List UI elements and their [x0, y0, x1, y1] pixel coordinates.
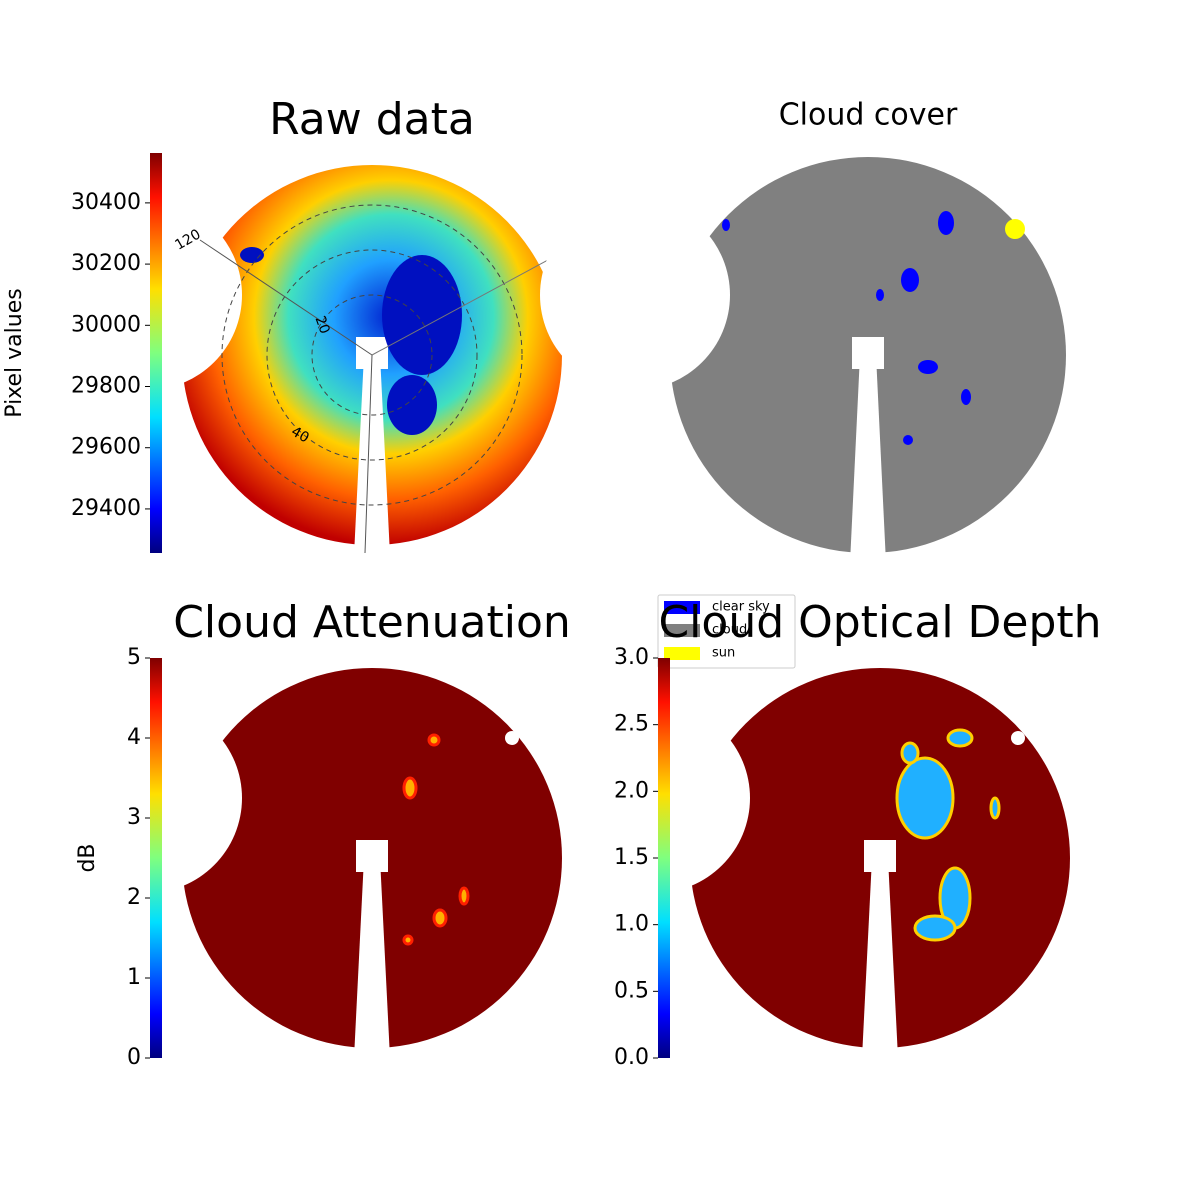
cloud-blob	[722, 219, 730, 231]
sun-mask	[505, 731, 519, 745]
legend-swatch	[664, 601, 700, 614]
sun	[1005, 219, 1025, 239]
colorbar-tick-label: 2.0	[614, 778, 649, 803]
colorbar-tick-label: 3	[127, 805, 141, 830]
colorbar-tick-label: 29600	[71, 435, 141, 460]
legend-swatch	[664, 647, 700, 660]
cloud-blob	[903, 435, 913, 445]
polar-label: 40	[288, 424, 311, 447]
cloud-blob	[918, 360, 938, 374]
chart-title: Cloud Optical Depth	[658, 597, 1101, 648]
colorbar-tick-label: 2	[127, 885, 141, 910]
mask-notch	[540, 200, 730, 390]
colorbar-tick-label: 30200	[71, 251, 141, 276]
polar-ring	[311, 294, 433, 416]
cloud-blob	[989, 796, 1001, 820]
polar-spoke	[371, 246, 573, 356]
mask-notch	[52, 703, 242, 893]
cloud-blob	[402, 934, 414, 946]
chart-title: Cloud cover	[779, 98, 958, 133]
legend-swatch	[664, 624, 700, 637]
cloud-blob	[901, 268, 919, 292]
mask-wedge	[354, 858, 390, 1058]
colorbar-tick-label: 29400	[71, 496, 141, 521]
colorbar-tick-label: 4	[127, 725, 141, 750]
chart-title: Raw data	[269, 94, 475, 145]
sun-mask	[1011, 731, 1025, 745]
cloud-blob	[402, 776, 418, 800]
cloud-blob	[432, 908, 448, 928]
cloud-blob	[382, 255, 462, 375]
legend-label: clear sky	[712, 600, 770, 615]
colorbar-tick-label: 29800	[71, 374, 141, 399]
colorbar-tick-label: 5	[127, 645, 141, 670]
colorbar	[150, 658, 162, 1058]
colorbar	[658, 658, 670, 1058]
mask-box	[852, 337, 884, 369]
colorbar-tick-label: 1.0	[614, 912, 649, 937]
cloud-blob	[427, 733, 441, 747]
colorbar-tick-label: 0.0	[614, 1045, 649, 1070]
mask-wedge	[850, 355, 886, 563]
colorbar-tick-label: 3.0	[614, 645, 649, 670]
legend-label: cloud	[712, 623, 747, 638]
colorbar-tick-label: 0.5	[614, 978, 649, 1003]
polar-ring	[221, 204, 523, 506]
colorbar-tick-label: 1	[127, 965, 141, 990]
cloud-blob	[938, 211, 954, 235]
cloud-blob	[913, 914, 957, 942]
polar-ring	[266, 249, 478, 461]
colorbar-tick-label: 30000	[71, 312, 141, 337]
mask-box	[864, 840, 896, 872]
mask-box	[356, 840, 388, 872]
polar-label: 20	[311, 314, 332, 336]
colorbar-tick-label: 30400	[71, 190, 141, 215]
cloud-blob	[961, 389, 971, 405]
colorbar-tick-label: 0	[127, 1045, 141, 1070]
colorbar	[150, 153, 162, 553]
cloud-blob	[900, 741, 920, 765]
cloud-blob	[895, 756, 955, 840]
cloud-blob	[240, 247, 264, 263]
chart-title: Cloud Attenuation	[173, 597, 571, 648]
legend-label: sun	[712, 646, 735, 661]
colorbar-tick-label: 1.5	[614, 845, 649, 870]
mask-wedge	[862, 858, 898, 1058]
mask-notch	[52, 200, 242, 390]
cloud-blob	[458, 886, 470, 906]
polar-spoke	[199, 239, 373, 356]
cloud-blob	[946, 728, 974, 748]
cloud-blob	[876, 289, 884, 301]
cloud-blob	[387, 375, 437, 435]
colorbar-label: dB	[75, 843, 100, 872]
colorbar-label: Pixel values	[2, 288, 27, 417]
polar-spoke	[364, 354, 373, 554]
mask-notch	[560, 703, 750, 893]
colorbar-tick-label: 2.5	[614, 712, 649, 737]
